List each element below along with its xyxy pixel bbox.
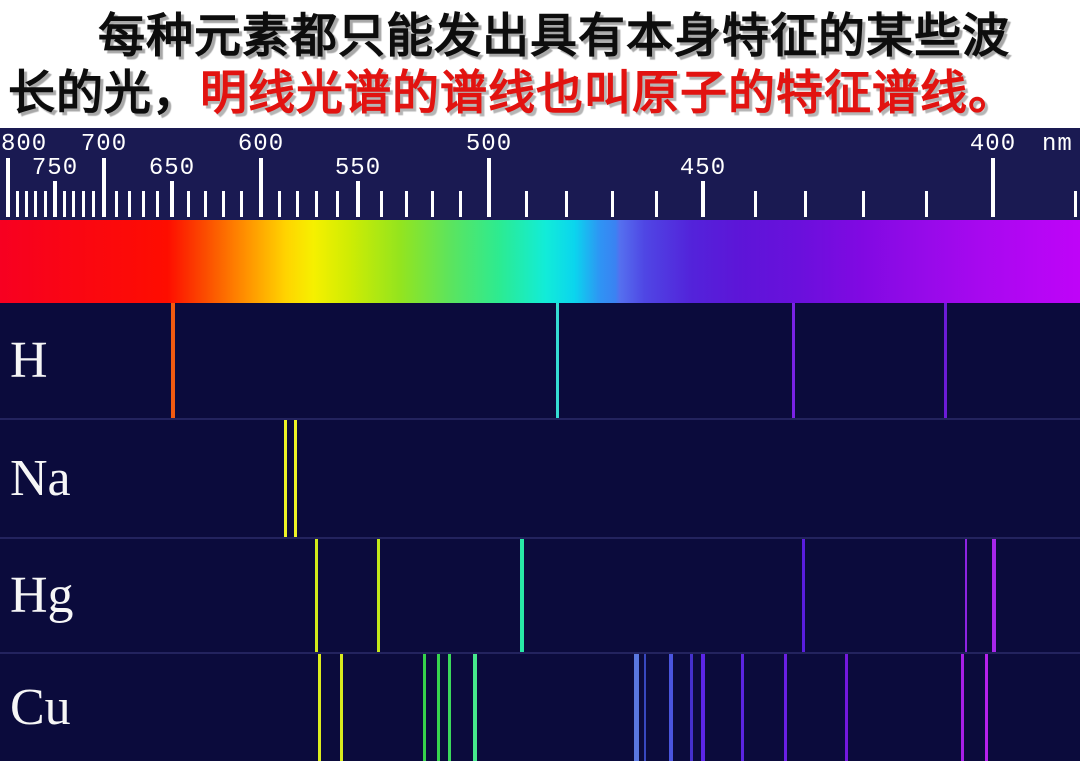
spectral-line xyxy=(992,539,996,652)
spectral-line xyxy=(318,654,321,761)
spectral-line xyxy=(944,303,947,418)
scale-tick-490nm xyxy=(525,191,528,217)
spectral-line xyxy=(473,654,477,761)
continuous-spectrum-bar xyxy=(0,220,1080,303)
scale-tick-550nm xyxy=(356,181,360,217)
spectral-line xyxy=(644,654,646,761)
scale-tick-760nm xyxy=(44,191,47,217)
scale-tick-580nm xyxy=(296,191,299,217)
spectral-line xyxy=(961,654,964,761)
scale-tick-650nm xyxy=(170,181,174,217)
spectral-line xyxy=(802,539,805,652)
spectral-line xyxy=(340,654,343,761)
spectral-line xyxy=(448,654,451,761)
emission-spectra-rows: H Na Hg Cu xyxy=(0,303,1080,761)
spectral-line xyxy=(845,654,848,761)
spectral-line xyxy=(294,420,297,537)
scale-tick-730nm xyxy=(72,191,75,217)
scale-tick-480nm xyxy=(565,191,568,217)
spectral-line xyxy=(556,303,559,418)
title-line-2: 长的光，明线光谱的谱线也叫原子的特征谱线。 xyxy=(0,64,1080,121)
scale-label-550: 550 xyxy=(334,155,382,182)
spectral-line xyxy=(669,654,673,761)
scale-tick-800nm xyxy=(6,158,10,217)
scale-label-500: 500 xyxy=(465,131,513,158)
scale-tick-520nm xyxy=(431,191,434,217)
scale-tick-560nm xyxy=(336,191,339,217)
scale-tick-790nm xyxy=(16,191,19,217)
scale-tick-750nm xyxy=(53,181,57,217)
spectral-line xyxy=(423,654,426,761)
scale-tick-510nm xyxy=(459,191,462,217)
spectral-line xyxy=(171,303,175,418)
scale-tick-720nm xyxy=(82,191,85,217)
title-line-1: 每种元素都只能发出具有本身特征的某些波 xyxy=(98,9,1010,62)
spectral-line xyxy=(985,654,988,761)
spectral-line xyxy=(690,654,693,761)
scale-tick-740nm xyxy=(63,191,66,217)
spectrum-row-Na: Na xyxy=(0,418,1080,537)
scale-tick-620nm xyxy=(222,191,225,217)
scale-tick-410nm xyxy=(925,191,928,217)
spectral-line xyxy=(965,539,967,652)
scale-tick-770nm xyxy=(34,191,37,217)
scale-tick-430nm xyxy=(804,191,807,217)
spectral-line xyxy=(741,654,744,761)
scale-tick-690nm xyxy=(115,191,118,217)
scale-tick-450nm xyxy=(701,181,705,217)
scale-tick-400nm xyxy=(991,158,995,217)
spectral-line xyxy=(315,539,318,652)
element-label-H: H xyxy=(10,331,48,389)
spectral-line xyxy=(520,539,524,652)
title-block: 每种元素都只能发出具有本身特征的某些波 长的光，明线光谱的谱线也叫原子的特征谱线… xyxy=(0,0,1080,128)
scale-tick-460nm xyxy=(655,191,658,217)
scale-tick-600nm xyxy=(259,158,263,217)
spectral-line xyxy=(437,654,440,761)
scale-tick-590nm xyxy=(278,191,281,217)
scale-tick-420nm xyxy=(862,191,865,217)
scale-tick-470nm xyxy=(611,191,614,217)
scale-label-700: 700 xyxy=(80,131,128,158)
scale-tick-440nm xyxy=(754,191,757,217)
scale-tick-500nm xyxy=(487,158,491,217)
scale-label-600: 600 xyxy=(237,131,285,158)
spectral-line xyxy=(284,420,287,537)
scale-tick-710nm xyxy=(92,191,95,217)
wavelength-scale: 800 750 700 650 600 550 500 450 400 nm xyxy=(0,128,1080,220)
title-line2-red-text: 明线光谱的谱线也叫原子的特征谱线。 xyxy=(200,66,1016,119)
scale-unit-label: nm xyxy=(1042,131,1073,158)
spectral-line xyxy=(377,539,380,652)
scale-label-650: 650 xyxy=(148,155,196,182)
scale-label-400: 400 xyxy=(969,131,1017,158)
scale-tick-780nm xyxy=(25,191,28,217)
scale-tick-570nm xyxy=(315,191,318,217)
scale-label-750: 750 xyxy=(31,155,79,182)
spectral-line xyxy=(634,654,639,761)
scale-tick-670nm xyxy=(142,191,145,217)
spectral-line xyxy=(784,654,787,761)
scale-tick-630nm xyxy=(204,191,207,217)
spectrum-row-H: H xyxy=(0,303,1080,418)
title-line2-black-text: 长的光， xyxy=(8,66,200,119)
spectral-line xyxy=(701,654,705,761)
scale-tick-700nm xyxy=(102,158,106,217)
spectrum-row-Hg: Hg xyxy=(0,537,1080,652)
spectrum-row-Cu: Cu xyxy=(0,652,1080,761)
scale-label-450: 450 xyxy=(679,155,727,182)
scale-tick-640nm xyxy=(187,191,190,217)
element-label-Cu: Cu xyxy=(10,678,71,736)
scale-tick-530nm xyxy=(405,191,408,217)
scale-tick-610nm xyxy=(240,191,243,217)
scale-tick-540nm xyxy=(380,191,383,217)
scale-label-800: 800 xyxy=(1,131,48,158)
scale-tick-660nm xyxy=(156,191,159,217)
scale-tick-390nm xyxy=(1074,191,1077,217)
spectral-line xyxy=(792,303,795,418)
element-label-Hg: Hg xyxy=(10,566,74,624)
element-label-Na: Na xyxy=(10,449,71,507)
scale-tick-680nm xyxy=(128,191,131,217)
